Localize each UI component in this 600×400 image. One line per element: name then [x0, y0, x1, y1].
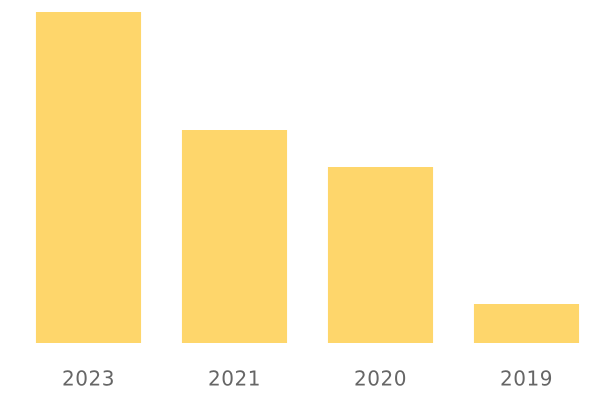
- x-tick-label: 2021: [208, 367, 261, 391]
- x-tick-label: 2019: [500, 367, 553, 391]
- bar: [181, 130, 288, 343]
- x-tick-label: 2023: [62, 367, 115, 391]
- bar: [35, 12, 142, 343]
- x-tick-label: 2020: [354, 367, 407, 391]
- bar: [473, 304, 580, 343]
- bar: [327, 167, 434, 343]
